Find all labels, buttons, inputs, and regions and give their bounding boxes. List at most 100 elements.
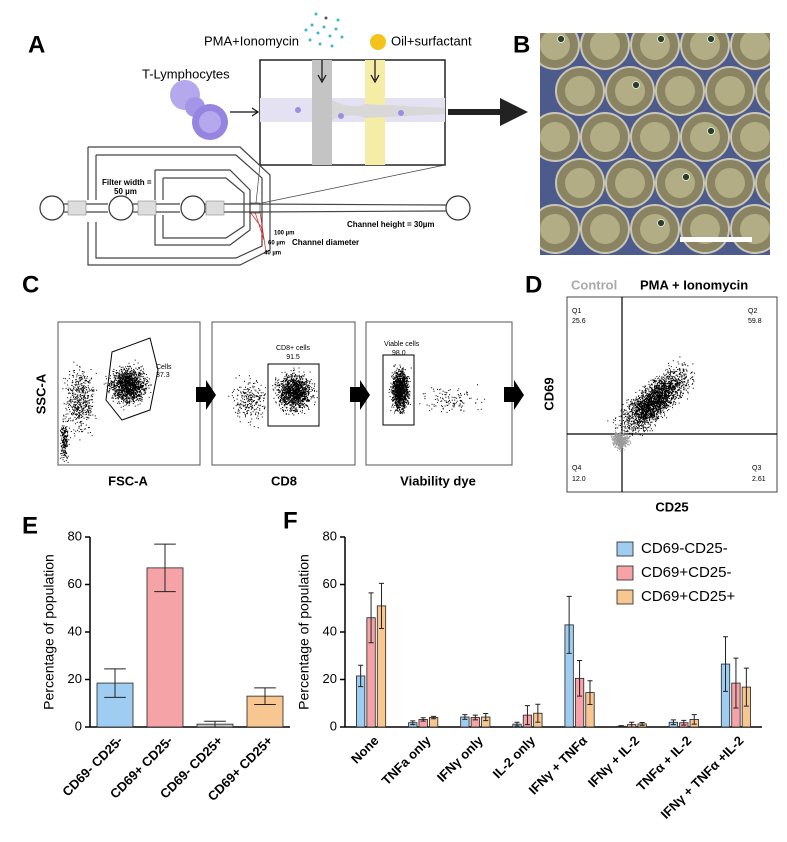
- reagent-label: PMA+Ionomycin: [204, 33, 299, 48]
- gate-label: CD8+ cells: [276, 345, 311, 352]
- x-tick-label: TNFa only: [379, 732, 435, 788]
- cells-label: T-Lymphocytes: [142, 66, 230, 81]
- error-bar: [670, 719, 676, 726]
- error-bar: [743, 667, 749, 707]
- oil-label: Oil+surfactant: [391, 33, 472, 48]
- droplet-core: [740, 122, 770, 152]
- y-axis-label: SSC-A: [33, 373, 48, 414]
- error-bar: [587, 680, 593, 705]
- legend-swatch: [616, 565, 634, 581]
- droplet-core: [615, 76, 645, 106]
- y-tick-label: 40: [323, 623, 337, 638]
- y-tick-label: 60: [68, 576, 82, 591]
- droplet-core: [565, 168, 595, 198]
- droplet-core: [715, 168, 745, 198]
- y-tick-label: 80: [68, 528, 82, 543]
- error-bar: [431, 715, 437, 720]
- reagent-dots: [304, 12, 344, 48]
- droplet-core: [565, 76, 595, 106]
- droplet-core: [740, 33, 770, 60]
- x-tick-label: IL-2 only: [490, 732, 539, 781]
- error-bar: [154, 543, 176, 593]
- droplet-core: [665, 168, 695, 198]
- droplet-core: [765, 171, 770, 195]
- droplet: [755, 68, 770, 114]
- diameter-label: 100 µm: [274, 231, 294, 237]
- legend-label: CD69+CD25+: [641, 588, 735, 605]
- y-tick-label: 0: [330, 718, 337, 733]
- gate-percent: 37.3: [156, 372, 170, 379]
- error-bar: [254, 687, 276, 705]
- diameter-title: Channel diameter: [292, 238, 359, 247]
- droplet-core: [540, 122, 570, 152]
- error-bar: [420, 717, 426, 722]
- quadrant-percent: 2.61: [752, 476, 766, 483]
- panel-label: D: [525, 271, 542, 298]
- cell: [707, 127, 715, 135]
- error-bar: [104, 668, 126, 698]
- y-tick-label: 60: [323, 576, 337, 591]
- y-tick-label: 40: [68, 623, 82, 638]
- legend-swatch: [616, 589, 634, 605]
- error-bar: [577, 660, 583, 697]
- quadrant-percent: 12.0: [572, 476, 586, 483]
- droplet-core: [690, 214, 720, 244]
- droplet-core: [690, 122, 720, 152]
- panel-label: F: [283, 507, 298, 534]
- cell: [657, 219, 665, 227]
- droplet: [755, 160, 770, 206]
- error-bar: [681, 719, 687, 726]
- droplet-core: [690, 33, 720, 60]
- error-bar: [618, 725, 624, 728]
- error-bar: [514, 721, 520, 727]
- cell-icons: [170, 34, 386, 140]
- x-tick-label: None: [348, 733, 382, 767]
- panel-label: E: [22, 512, 38, 539]
- cell: [657, 35, 665, 43]
- y-tick-label: 20: [68, 671, 82, 686]
- events: [607, 356, 695, 439]
- y-axis-label: Percentage of population: [41, 554, 57, 710]
- diameter-label: 40 µm: [264, 251, 281, 257]
- error-bar: [483, 712, 489, 722]
- error-bar: [722, 636, 729, 692]
- gate-label: Cells: [156, 364, 172, 371]
- scale-bar: [680, 237, 752, 242]
- error-bar: [524, 705, 530, 726]
- flow-plots: [57, 321, 513, 466]
- error-bar: [535, 703, 541, 723]
- panel-label: C: [22, 271, 39, 298]
- y-tick-label: 20: [323, 671, 337, 686]
- quadrant-percent: 59.8: [748, 318, 762, 325]
- events: [388, 364, 486, 415]
- y-axis-label: Percentage of population: [296, 554, 312, 710]
- panel-label: A: [28, 31, 45, 58]
- legend-label: CD69+CD25-: [641, 564, 731, 581]
- legend-label: CD69-CD25-: [641, 540, 728, 557]
- error-bar: [358, 664, 364, 688]
- x-tick-label: IFNγ only: [434, 732, 487, 785]
- filter-label: Filter width =: [102, 178, 152, 187]
- error-bar: [204, 720, 226, 728]
- y-tick-label: 80: [323, 528, 337, 543]
- x-axis-label: CD25: [655, 499, 688, 514]
- cell: [557, 35, 565, 43]
- droplet-image: [540, 33, 770, 255]
- arrows: [196, 380, 524, 410]
- filter-label: 50 µm: [114, 187, 137, 196]
- quadrant-name: Q4: [572, 465, 581, 472]
- y-tick-label: 0: [75, 718, 82, 733]
- gate-label: Viable cells: [384, 341, 420, 348]
- x-axis-label: FSC-A: [108, 473, 148, 488]
- droplet-core: [740, 214, 770, 244]
- error-bar: [639, 721, 645, 726]
- diameter-label: 60 µm: [268, 241, 285, 247]
- gate-percent: 98.0: [392, 350, 406, 357]
- chip-schematic: [39, 59, 528, 266]
- control-events: [610, 430, 632, 452]
- error-bar: [410, 720, 416, 726]
- error-bar: [472, 714, 478, 721]
- quadrant-name: Q3: [752, 465, 761, 472]
- bar: [146, 567, 184, 728]
- events: [228, 367, 318, 429]
